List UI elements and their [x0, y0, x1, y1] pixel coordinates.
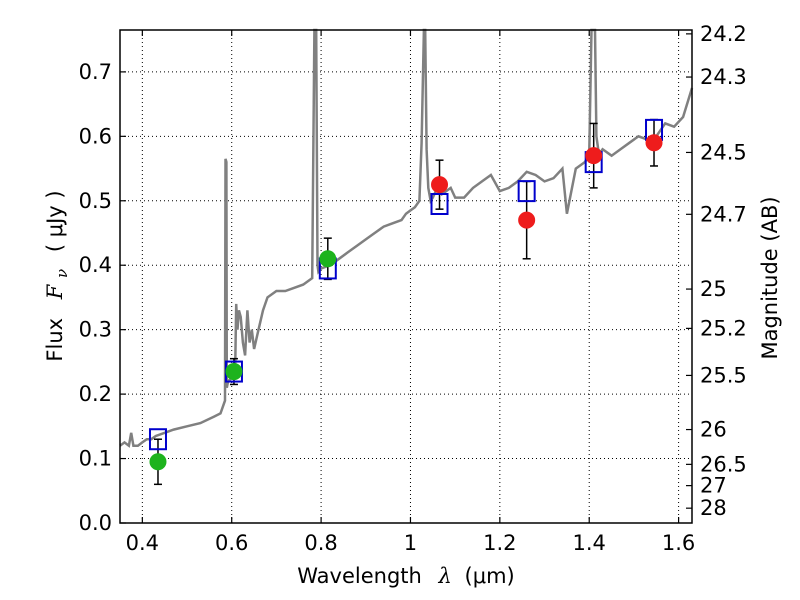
magnitude-tick-label: 26 [700, 418, 727, 442]
y2-axis-label: Magnitude (AB) [758, 196, 782, 359]
y-tick-label: 0.5 [79, 189, 112, 213]
magnitude-tick-label: 25.5 [700, 363, 747, 387]
x-axis-label-unit: (μm) [465, 564, 515, 588]
magnitude-tick-label: 25 [700, 277, 727, 301]
magnitude-tick-label: 27 [700, 474, 727, 498]
magnitude-tick-label: 26.5 [700, 452, 747, 476]
measurement-point [645, 134, 663, 152]
x-tick-label: 0.6 [215, 531, 248, 555]
measurement-point [149, 453, 167, 471]
magnitude-tick-label: 24.2 [700, 22, 747, 46]
x-tick-label: 1.6 [662, 531, 695, 555]
y-axis-label-symbol: F [43, 283, 67, 300]
measurement-points [149, 134, 663, 471]
y-tick-label: 0.4 [79, 253, 112, 277]
x-axis-label-prefix: Wavelength [297, 564, 422, 588]
y-tick-label: 0.2 [79, 382, 112, 406]
y-axis-label-prefix: Flux [43, 318, 67, 362]
model-square-marker [148, 428, 167, 451]
model-square-marker [430, 193, 449, 215]
x-axis-ticks: 0.4 0.6 0.8 1 1.2 1.4 1.6 [126, 30, 695, 555]
x-axis-label-symbol: λ [438, 564, 452, 588]
y-tick-label: 0.0 [79, 511, 112, 535]
y-tick-label: 0.1 [79, 447, 112, 471]
magnitude-tick-label: 24.5 [700, 140, 747, 164]
y-tick-label: 0.3 [79, 318, 112, 342]
measurement-point [431, 176, 449, 194]
y-axis-ticks: 0.0 0.1 0.2 0.3 0.4 0.5 0.6 0.7 [79, 60, 126, 535]
magnitude-tick-label: 25.2 [700, 316, 747, 340]
magnitude-tick-label: 28 [700, 496, 727, 520]
x-tick-label: 0.8 [304, 531, 337, 555]
measurement-point [585, 147, 603, 165]
magnitude-tick-label: 24.3 [700, 65, 747, 89]
x-tick-label: 1.2 [483, 531, 516, 555]
y-axis-label: Flux F ν ( μJy ) [43, 190, 72, 361]
y-axis-label-unit: ( μJy ) [43, 190, 67, 252]
model-square-marker [517, 180, 536, 203]
x-tick-label: 1.4 [573, 531, 606, 555]
x-axis-label: Wavelength λ (μm) [297, 564, 514, 588]
y-tick-label: 0.7 [79, 60, 112, 84]
measurement-point [319, 250, 337, 268]
measurement-point [225, 363, 243, 381]
measurement-point [518, 211, 536, 229]
x-tick-label: 0.4 [126, 531, 159, 555]
plot-frame [119, 29, 693, 524]
plot-background [120, 30, 692, 523]
x-tick-label: 1 [404, 531, 417, 555]
y-tick-label: 0.6 [79, 124, 112, 148]
magnitude-tick-label: 24.7 [700, 202, 747, 226]
y-axis-label-subscript: ν [53, 269, 71, 278]
